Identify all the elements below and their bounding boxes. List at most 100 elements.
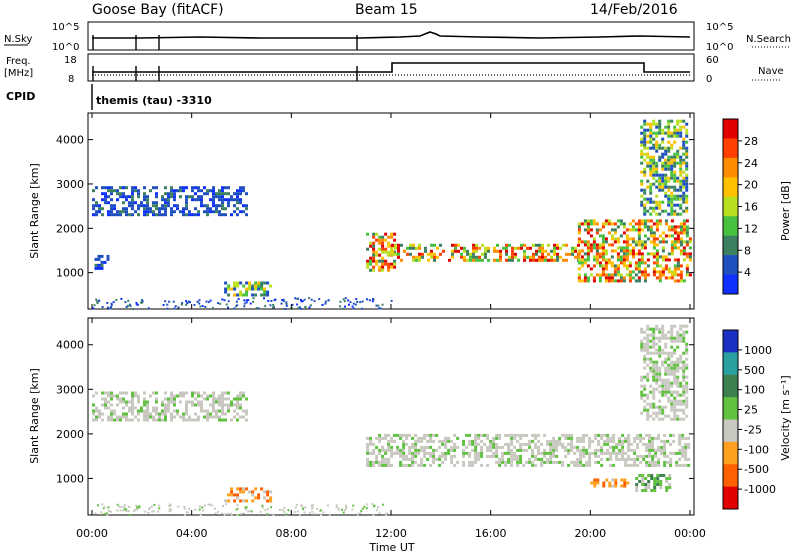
velocity-scatter [223, 513, 226, 516]
power-cell [508, 243, 511, 247]
power-cell [619, 258, 623, 262]
velocity-cell [254, 496, 258, 500]
velocity-cell [652, 402, 656, 406]
velocity-cell [137, 394, 140, 398]
power-cell [589, 234, 593, 238]
velocity-cell [588, 457, 592, 461]
velocity-cell [576, 457, 580, 461]
velocity-cell [510, 448, 514, 452]
velocity-scatter [281, 508, 284, 511]
power-cell [640, 161, 644, 165]
power-cell [577, 276, 581, 280]
power-cell [110, 213, 113, 217]
velocity-cell [516, 433, 520, 437]
velocity-cell [646, 327, 650, 331]
power-cell [236, 284, 240, 288]
velocity-cell [396, 445, 400, 449]
power-cell [143, 186, 146, 190]
velocity-scatter [118, 505, 121, 508]
velocity-cell [588, 463, 592, 467]
velocity-cell [654, 436, 658, 440]
power-cell [637, 270, 641, 274]
power-cell [640, 255, 644, 259]
velocity-cell [480, 448, 484, 452]
velocity-cell [645, 454, 649, 458]
velocity-scatter [214, 512, 217, 515]
velocity-cell [652, 378, 656, 382]
velocity-cell [684, 451, 688, 455]
velocity-scatter [148, 506, 151, 509]
velocity-cell [122, 406, 125, 410]
power-cell [658, 273, 662, 277]
velocity-cell [429, 436, 433, 440]
velocity-cell [209, 394, 212, 398]
velocity-cell [643, 348, 647, 352]
velocity-cell [670, 345, 674, 349]
velocity-cell [685, 399, 689, 403]
velocity-cell [658, 411, 662, 415]
velocity-cell [640, 411, 644, 415]
power-cell [535, 249, 538, 253]
velocity-cell [417, 448, 421, 452]
power-cell [649, 234, 653, 238]
velocity-scatter [337, 508, 340, 511]
velocity-cell [648, 463, 652, 467]
velocity-cell [612, 463, 616, 467]
power-cell [640, 155, 644, 159]
velocity-cell [173, 415, 176, 419]
power-cell [227, 198, 230, 202]
power-scatter [140, 301, 143, 304]
power-scatter [327, 299, 330, 302]
power-cell [167, 195, 170, 199]
power-cell [664, 209, 668, 213]
power-cell [580, 240, 584, 244]
power-cell [658, 146, 662, 150]
power-cell [224, 186, 227, 190]
velocity-scatter [129, 513, 132, 516]
power-cell [140, 204, 143, 208]
velocity-cell [197, 400, 200, 404]
velocity-scatter [202, 509, 204, 512]
power-cell [484, 252, 487, 256]
power-cell [412, 243, 415, 247]
power-cell [556, 255, 559, 259]
velocity-cell [667, 390, 671, 394]
velocity-cell [603, 439, 607, 443]
velocity-cell [670, 333, 674, 337]
velocity-cell [646, 411, 650, 415]
power-cell [146, 204, 149, 208]
velocity-cell [667, 330, 671, 334]
velocity-cell [185, 406, 188, 410]
velocity-cell [652, 390, 656, 394]
velocity-scatter [242, 512, 245, 515]
velocity-cell [447, 448, 451, 452]
velocity-scatter [203, 504, 206, 507]
velocity-cell [658, 351, 662, 355]
velocity-cell [640, 330, 644, 334]
velocity-cell [143, 397, 146, 401]
colorbar-tick-label: -25 [744, 423, 762, 436]
power-cell [655, 225, 659, 229]
power-cell [610, 222, 614, 226]
velocity-cell [658, 369, 662, 373]
power-cell [170, 186, 173, 190]
power-cell [679, 276, 683, 280]
velocity-cell [684, 442, 688, 446]
power-cell [113, 189, 116, 193]
power-cell [589, 243, 593, 247]
power-cell [652, 222, 656, 226]
power-cell [685, 225, 689, 229]
power-cell [670, 273, 674, 277]
velocity-cell [594, 454, 598, 458]
velocity-cell [164, 391, 167, 395]
power-cell [643, 209, 647, 213]
velocity-cell [661, 348, 665, 352]
power-scatter [209, 299, 212, 302]
velocity-cell [640, 327, 644, 331]
velocity-cell [656, 480, 660, 483]
power-cell [667, 128, 671, 132]
power-cell [661, 246, 665, 250]
power-cell [586, 222, 590, 226]
velocity-cell [646, 372, 650, 376]
power-cell [125, 207, 128, 211]
